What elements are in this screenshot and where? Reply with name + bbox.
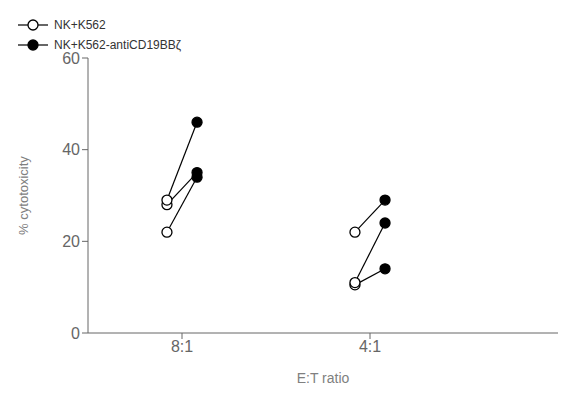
html-text:NK+K562-antiCD19BBζ: NK+K562-antiCD19BBζ xyxy=(54,38,181,52)
svg-text:8:1: 8:1 xyxy=(171,338,193,355)
svg-text:60: 60 xyxy=(62,50,80,67)
svg-text:40: 40 xyxy=(62,141,80,158)
svg-text:% cytotoxicity: % cytotoxicity xyxy=(16,156,31,235)
svg-text:20: 20 xyxy=(62,233,80,250)
svg-text:E:T ratio: E:T ratio xyxy=(297,370,350,386)
html-text:NK+K562: NK+K562 xyxy=(54,18,106,32)
svg-text:0: 0 xyxy=(71,325,80,342)
svg-text:4:1: 4:1 xyxy=(359,338,381,355)
